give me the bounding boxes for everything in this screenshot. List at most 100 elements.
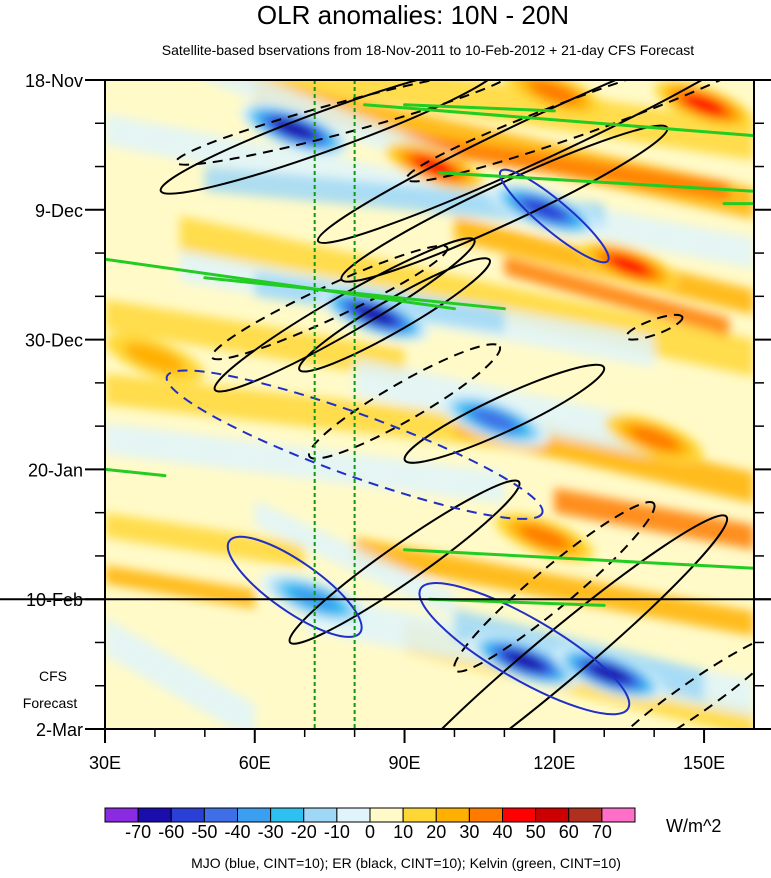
kelvin-contour-1 [403, 103, 556, 113]
x-axis: 30E 60E 90E 120E 150E [89, 729, 725, 773]
anomaly-band-11 [354, 537, 754, 637]
colorbar-swatch-5 [270, 807, 305, 823]
colorbar: -70 -60 -50 -40 -30 -20 -10 0 10 20 30 40 50 60 70 [104, 807, 636, 842]
colorbar-label-10: 30 [459, 822, 479, 842]
kelvin-contour-7 [105, 467, 167, 478]
contour-legend-text: MJO (blue, CINT=10); ER (black, CINT=10)… [191, 855, 621, 871]
colorbar-label-1: -60 [158, 822, 184, 842]
colorbar-swatch-6 [303, 807, 338, 823]
colorbar-swatch-12 [502, 807, 537, 823]
colorbar-label-2: -50 [191, 822, 217, 842]
anomaly-band-10 [105, 512, 305, 569]
colorbar-label-12: 50 [526, 822, 546, 842]
colorbar-label-3: -40 [224, 822, 250, 842]
colorbar-swatch-3 [203, 807, 238, 823]
chart-subtitle: Satellite-based bservations from 18-Nov-… [162, 42, 695, 58]
positive-anomaly-center-1-level-3 [607, 254, 651, 276]
colorbar-swatch-4 [237, 807, 272, 823]
kelvin-contour-3 [105, 257, 456, 311]
x-tick-label-1: 60E [239, 753, 271, 773]
colorbar-swatch-1 [137, 807, 172, 823]
colorbar-label-5: -20 [291, 822, 317, 842]
mjo-contour-dashed-0 [165, 369, 544, 520]
kelvin-contour-0 [363, 103, 754, 138]
colorbar-swatch-15 [601, 807, 636, 823]
x-tick-label-0: 30E [89, 753, 121, 773]
anomaly-band-19 [105, 423, 505, 504]
y-tick-label-4: 10-Feb [26, 590, 83, 610]
chart-title: OLR anomalies: 10N - 20N [257, 0, 569, 30]
negative-anomaly-center-1-level-6 [355, 305, 394, 325]
colorbar-swatch-11 [468, 807, 503, 823]
er-contour-3 [213, 237, 476, 393]
er-contour-4 [298, 257, 492, 373]
negative-anomaly-center-4-level-5 [524, 199, 565, 220]
y-tick-label-3: 20-Jan [28, 460, 83, 480]
mjo-contour-2 [418, 582, 631, 716]
negative-anomaly-center-5-level-4 [472, 409, 516, 431]
er-contour-1 [316, 80, 754, 244]
y-tick-label-5: 2-Mar [36, 720, 83, 740]
colorbar-units: W/m^2 [666, 816, 721, 836]
colorbar-label-7: 0 [365, 822, 375, 842]
colorbar-swatch-9 [402, 807, 437, 823]
er-contour-dashed-2 [210, 244, 449, 361]
x-tick-label-4: 150E [683, 753, 725, 773]
colorbar-swatch-13 [535, 807, 570, 823]
forecast-label-line1: CFS [39, 668, 67, 684]
positive-anomaly-center-3-level-2 [519, 525, 569, 550]
positive-anomaly-center-2-level-2 [629, 426, 679, 451]
er-contour-0 [159, 80, 500, 195]
er-contour-5 [403, 363, 606, 464]
y-tick-label-2: 30-Dec [25, 331, 83, 351]
anomaly-band-7 [105, 373, 555, 454]
wave-contours [105, 80, 754, 729]
colorbar-label-4: -30 [258, 822, 284, 842]
y-tick-label-1: 9-Dec [35, 201, 83, 221]
er-contour-dashed-3 [307, 343, 502, 460]
er-contour-6 [288, 479, 521, 645]
colorbar-label-6: -10 [324, 822, 350, 842]
anomaly-band-0 [234, 80, 754, 161]
colorbar-label-8: 10 [393, 822, 413, 842]
plot-frame [104, 79, 755, 730]
anomaly-band-6 [105, 299, 405, 380]
positive-anomaly-center-5-level-2 [529, 80, 579, 105]
colorbar-label-14: 70 [592, 822, 612, 842]
kelvin-contour-2 [437, 171, 754, 193]
plot-area [105, 80, 754, 729]
colorbar-swatch-14 [568, 807, 603, 823]
colorbar-label-0: -70 [125, 822, 151, 842]
anomaly-band-15 [204, 166, 605, 229]
er-contour-dashed-0 [174, 80, 515, 166]
y-tick-label-0: 18-Nov [25, 71, 83, 91]
positive-anomaly-center-6-level-3 [682, 94, 726, 116]
kelvin-contour-5 [403, 548, 754, 570]
er-contour-dashed-4 [453, 501, 656, 673]
er-contour-7 [380, 514, 729, 729]
anomaly-band-12 [105, 565, 255, 609]
negative-anomaly-center-2-level-6 [505, 651, 544, 671]
mjo-contour-0 [498, 168, 610, 264]
anomaly-band-23 [105, 617, 255, 729]
colorbar-swatch-7 [336, 807, 371, 823]
anomaly-band-5 [504, 256, 730, 337]
colorbar-swatch-8 [369, 807, 404, 823]
reference-lines [313, 80, 356, 729]
colorbar-label-9: 20 [426, 822, 446, 842]
y-axis: 18-Nov 9-Dec 30-Dec 20-Jan 10-Feb 2-Mar [25, 71, 771, 740]
mjo-contour-1 [226, 535, 363, 638]
anomaly-band-9 [554, 487, 754, 550]
colorbar-swatch-2 [170, 807, 205, 823]
colorbar-label-11: 40 [492, 822, 512, 842]
x-tick-label-3: 120E [533, 753, 575, 773]
colorbar-swatch-10 [435, 807, 470, 823]
colorbar-label-13: 60 [559, 822, 579, 842]
x-tick-label-2: 90E [389, 753, 421, 773]
er-contour-dashed-6 [624, 313, 684, 341]
colorbar-swatch-0 [104, 807, 139, 823]
positive-anomaly-center-4-level-1 [124, 343, 186, 374]
kelvin-contour-6 [428, 597, 606, 607]
forecast-label-line2: Forecast [23, 695, 78, 711]
